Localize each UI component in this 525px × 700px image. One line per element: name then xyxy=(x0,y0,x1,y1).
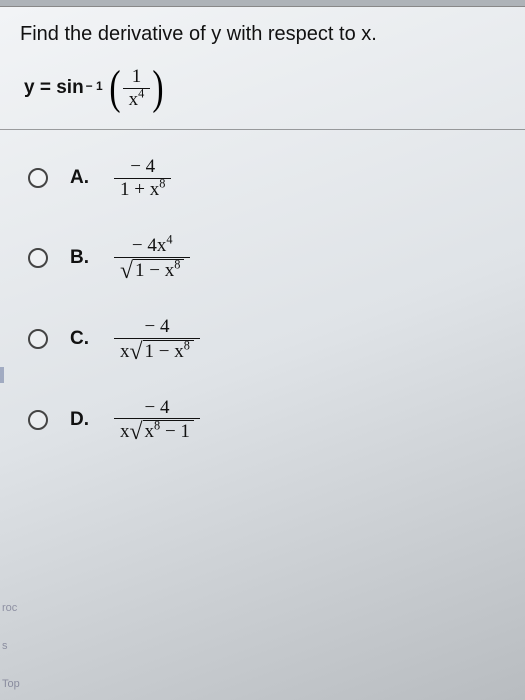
option-c[interactable]: C. − 4 x √ 1 − x8 xyxy=(28,316,505,363)
sqrt-symbol: √ xyxy=(130,342,143,364)
option-a-expression: − 4 1 + x8 xyxy=(114,156,171,201)
equation-fraction: 1 x4 xyxy=(123,66,151,111)
paren-left: ( xyxy=(109,69,120,107)
option-b-expression: − 4x4 √ 1 − x8 xyxy=(114,235,190,282)
equation: y = sin − 1 ( 1 x4 ) xyxy=(20,66,505,111)
paren-right: ) xyxy=(153,69,164,107)
radio-b[interactable] xyxy=(28,248,48,268)
question-text: Find the derivative of y with respect to… xyxy=(20,21,505,48)
edge-artifact xyxy=(0,367,4,383)
option-a[interactable]: A. − 4 1 + x8 xyxy=(28,156,505,201)
option-label: C. xyxy=(70,328,92,350)
eq-inverse-exp: − 1 xyxy=(86,79,103,93)
option-label: D. xyxy=(70,409,92,431)
frac-num: 1 xyxy=(126,66,148,88)
options-list: A. − 4 1 + x8 B. − 4x4 xyxy=(20,156,505,444)
equation-lhs: y = sin − 1 xyxy=(24,77,103,99)
option-c-expression: − 4 x √ 1 − x8 xyxy=(114,316,200,363)
radio-c[interactable] xyxy=(28,329,48,349)
equation-arg: ( 1 x4 ) xyxy=(107,66,167,111)
radio-d[interactable] xyxy=(28,410,48,430)
option-d-expression: − 4 x √ x8 − 1 xyxy=(114,397,200,444)
edge-label: roc xyxy=(0,602,17,614)
sqrt-symbol: √ xyxy=(120,261,133,283)
question-page: Find the derivative of y with respect to… xyxy=(0,6,525,700)
option-b[interactable]: B. − 4x4 √ 1 − x8 xyxy=(28,235,505,282)
sqrt-symbol: √ xyxy=(130,422,143,444)
frac-den: x4 xyxy=(123,89,151,111)
option-d[interactable]: D. − 4 x √ x8 − 1 xyxy=(28,397,505,444)
edge-label: Top xyxy=(0,678,20,690)
eq-text: y = sin xyxy=(24,77,84,99)
option-label: A. xyxy=(70,167,92,189)
edge-label: s xyxy=(0,640,8,652)
option-label: B. xyxy=(70,247,92,269)
divider xyxy=(0,129,525,130)
radio-a[interactable] xyxy=(28,168,48,188)
